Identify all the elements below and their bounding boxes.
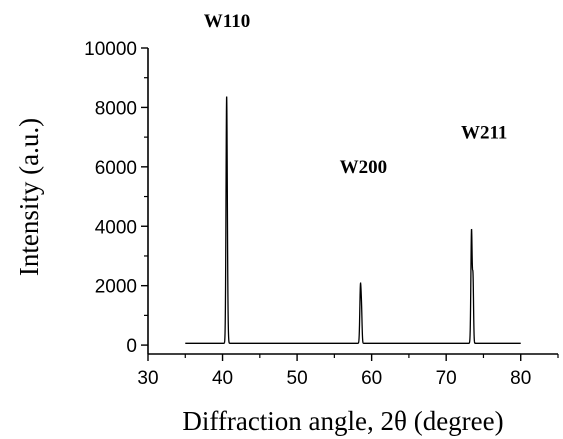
tick-labels: 30 40 50 60 70 80 0 2000 4000 6000 8000 10000 [84, 39, 531, 389]
peak-label: W211 [461, 123, 507, 144]
y-tick-label: 8000 [95, 98, 137, 119]
axes [147, 48, 558, 355]
annotations: W110 W200 W211 [204, 11, 508, 178]
y-tick-label: 6000 [95, 158, 137, 179]
y-axis-title: Intensity (a.u.) [14, 118, 44, 276]
x-tick-label: 30 [137, 368, 158, 389]
peak-label: W110 [204, 11, 250, 32]
x-tick-label: 60 [361, 368, 382, 389]
peak-label: W200 [340, 157, 388, 178]
x-tick-label: 40 [212, 368, 233, 389]
x-tick-label: 70 [436, 368, 457, 389]
y-tick-label: 4000 [95, 217, 137, 238]
y-tick-label: 2000 [95, 277, 137, 298]
x-tick-label: 80 [510, 368, 531, 389]
y-tick-label: 0 [126, 336, 137, 357]
x-axis-title: Diffraction angle, 2θ (degree) [182, 406, 503, 436]
y-tick-label: 10000 [84, 39, 137, 60]
x-tick-label: 50 [287, 368, 308, 389]
ticks [141, 47, 559, 361]
series-line [185, 96, 521, 344]
